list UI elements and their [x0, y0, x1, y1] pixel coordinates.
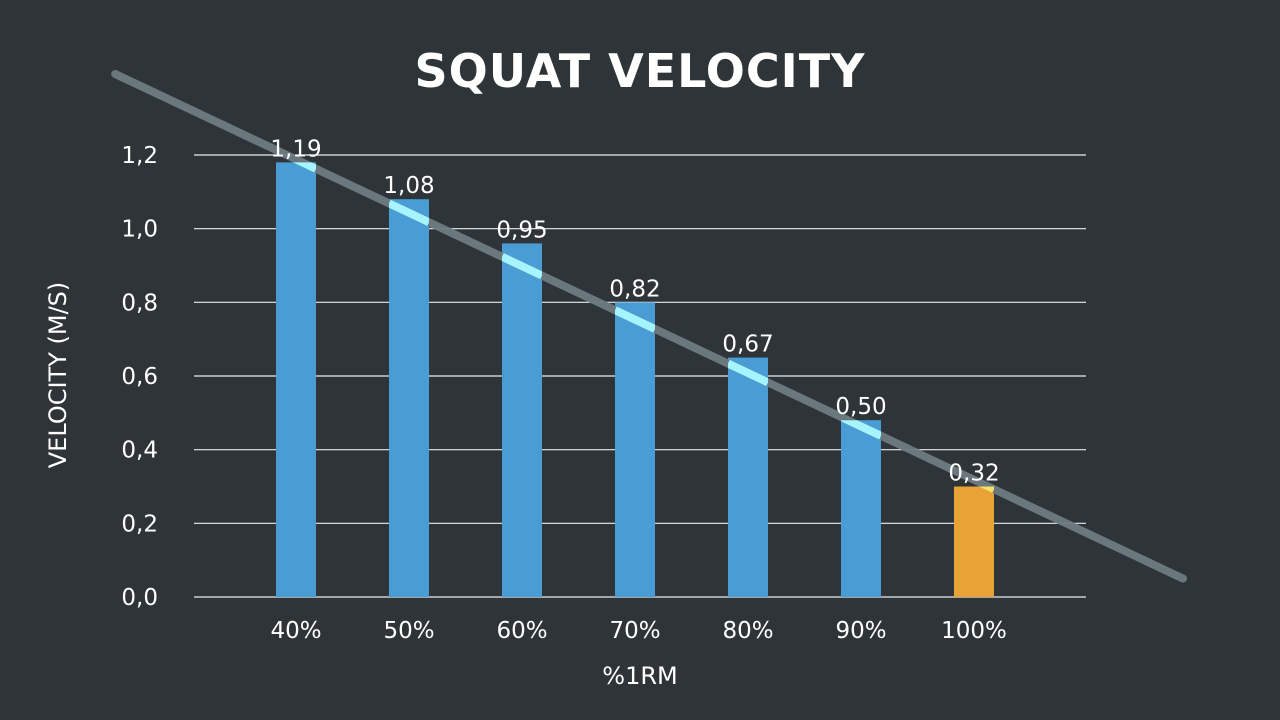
- bars: [276, 162, 994, 597]
- y-tick-label: 0,2: [121, 511, 158, 537]
- y-axis-ticks: 0,0 0,2 0,4 0,6 0,8 1,0 1,2: [121, 143, 158, 611]
- y-tick-label: 1,2: [121, 143, 158, 169]
- bar: [841, 420, 881, 597]
- y-tick-label: 1,0: [121, 217, 158, 243]
- bar: [728, 357, 768, 597]
- trend-highlight: [841, 420, 881, 440]
- chart-title: SQUAT VELOCITY: [414, 44, 866, 98]
- data-labels: 1,19 1,08 0,95 0,82 0,67 0,50 0,32: [270, 136, 999, 486]
- y-axis-label: VELOCITY (M/S): [44, 282, 72, 469]
- trend-highlight: [615, 306, 655, 333]
- y-tick-label: 0,6: [121, 364, 158, 390]
- y-tick-label: 0,8: [121, 290, 158, 316]
- data-label: 0,50: [835, 394, 886, 420]
- x-axis-ticks: 40% 50% 60% 70% 80% 90% 100%: [270, 618, 1006, 644]
- y-tick-label: 0,0: [121, 585, 158, 611]
- x-axis-label: %1RM: [602, 662, 677, 690]
- bar: [615, 302, 655, 597]
- x-tick-label: 50%: [383, 618, 434, 644]
- trend-highlight: [502, 253, 542, 280]
- x-tick-label: 60%: [496, 618, 547, 644]
- data-label: 0,67: [722, 332, 773, 358]
- x-tick-label: 80%: [722, 618, 773, 644]
- trend-highlight: [292, 162, 316, 173]
- data-label: 1,08: [383, 173, 434, 199]
- x-tick-label: 90%: [835, 618, 886, 644]
- data-label: 0,82: [609, 276, 660, 302]
- trend-highlight: [389, 199, 429, 226]
- trend-highlight: [728, 359, 768, 387]
- data-label: 1,19: [270, 136, 321, 162]
- trend-line-layer: [111, 69, 1188, 583]
- bar: [502, 243, 542, 597]
- data-label: 0,32: [948, 461, 999, 487]
- y-tick-label: 0,4: [121, 438, 158, 464]
- x-tick-label: 100%: [941, 618, 1007, 644]
- x-tick-label: 70%: [609, 618, 660, 644]
- x-tick-label: 40%: [270, 618, 321, 644]
- data-label: 0,95: [496, 217, 547, 243]
- bar: [954, 486, 994, 597]
- bar: [389, 199, 429, 597]
- bar: [276, 162, 316, 597]
